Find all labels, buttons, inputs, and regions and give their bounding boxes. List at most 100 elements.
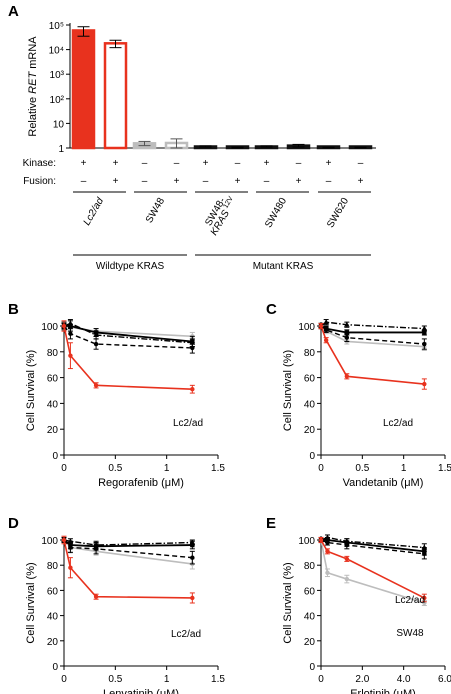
x-tick-label: 4.0 — [397, 674, 411, 685]
series-line-red — [63, 539, 193, 599]
x-tick-label: 1.5 — [211, 463, 225, 474]
y-tick-label: 0 — [52, 662, 58, 673]
y-tick-label: 60 — [304, 586, 316, 597]
panel-e-line-chart: 0 20 40 60 80 100 0 2.0 4.0 6.0 Erlotinib (μM) Cell… — [282, 534, 451, 694]
panel-a-kinase-sign: – — [296, 158, 302, 169]
data-point — [344, 538, 350, 544]
y-tick-label: 60 — [47, 374, 59, 385]
panel-a-fusion-sign: – — [81, 176, 87, 187]
data-point — [324, 534, 331, 540]
data-point — [93, 383, 99, 388]
data-point — [93, 594, 99, 599]
x-tick-label: 1.5 — [438, 463, 451, 474]
series-line-gray — [320, 325, 425, 348]
data-point — [344, 374, 350, 379]
panel-a-bar-chart: 1 10 10² 10³ 10⁴ 10⁵ Relative RET mRNA + – + + – – – +… — [23, 21, 376, 272]
x-tick-label: 1 — [401, 463, 407, 474]
data-point — [93, 332, 99, 338]
panel-b-line-chart: 0 20 40 60 80 100 0 0.5 1 1.5 Regorafenib (μM) Cell… — [25, 319, 225, 489]
panel-a-y-tick-label: 10 — [53, 119, 65, 130]
panel-a-y-axis-title-part: Relative — [27, 94, 39, 137]
panel-a-kinase-sign: + — [203, 158, 209, 169]
y-tick-label: 40 — [47, 612, 59, 623]
data-point — [344, 321, 350, 327]
data-point — [189, 539, 196, 545]
y-tick-label: 0 — [309, 451, 315, 462]
x-tick-label: 0 — [61, 674, 67, 685]
data-point — [421, 544, 428, 550]
y-tick-label: 80 — [47, 561, 59, 572]
series-line-dashdot — [63, 322, 193, 344]
x-tick-label: 0.5 — [355, 463, 369, 474]
panel-a-fusion-sign: – — [142, 176, 148, 187]
panel-a-group-label-mutant: Mutant KRAS — [253, 261, 314, 272]
data-point — [344, 330, 350, 335]
panel-a-kinase-sign: – — [174, 158, 180, 169]
panel-a-cell-line-label: Lc2/ad — [82, 196, 107, 228]
panel-a-cell-line-name: SW480 — [263, 196, 289, 230]
y-axis-title: Cell Survival (%) — [282, 350, 294, 431]
panel-a-kinase-label: Kinase: — [23, 158, 56, 169]
series-line-red — [320, 325, 425, 385]
panel-a-cell-line-name: SW620 — [325, 196, 351, 230]
panel-a-y-tick-label: 10² — [50, 95, 65, 106]
panel-a-bar — [103, 42, 128, 150]
series-label: Lc2/ad — [395, 595, 425, 606]
y-tick-label: 20 — [304, 637, 316, 648]
data-point — [422, 381, 427, 387]
y-tick-label: 100 — [41, 536, 58, 547]
y-tick-label: 100 — [298, 536, 315, 547]
x-tick-label: 2.0 — [355, 674, 369, 685]
panel-a-fusion-sign: + — [235, 176, 241, 187]
data-point — [422, 551, 427, 557]
panel-a-kinase-sign: – — [235, 158, 241, 169]
y-axis-title: Cell Survival (%) — [25, 562, 37, 643]
y-tick-label: 100 — [298, 322, 315, 333]
data-point — [61, 537, 67, 543]
series-line-solid — [63, 539, 193, 548]
panel-a-fusion-sign: + — [174, 176, 180, 187]
data-point — [93, 542, 99, 548]
data-point — [344, 576, 350, 582]
panel-a-fusion-sign: + — [296, 176, 302, 187]
series-line-solid — [321, 539, 425, 553]
panel-letter-a: A — [8, 3, 19, 20]
y-axis-title: Cell Survival (%) — [282, 562, 294, 643]
data-point — [190, 555, 195, 560]
data-point — [190, 595, 195, 601]
data-point — [325, 570, 330, 575]
data-point — [325, 540, 330, 545]
data-point — [190, 387, 195, 392]
data-point — [68, 353, 73, 358]
panel-a-kinase-sign: + — [113, 158, 119, 169]
panel-a-fusion-sign: + — [358, 176, 364, 187]
y-tick-label: 20 — [304, 425, 316, 436]
y-tick-label: 0 — [52, 451, 58, 462]
panel-a-y-axis-title: Relative RET mRNA — [27, 36, 39, 137]
panel-a-y-tick-label: 10³ — [50, 70, 65, 81]
series-line-dashdot — [63, 539, 193, 546]
data-point — [68, 565, 73, 570]
x-tick-label: 0.5 — [108, 463, 122, 474]
data-point — [323, 319, 329, 325]
panel-a-fusion-sign: – — [203, 176, 209, 187]
x-axis-title: Regorafenib (μM) — [98, 477, 184, 489]
series-label: SW48 — [396, 628, 424, 639]
panel-a-fusion-label: Fusion: — [23, 176, 56, 187]
panel-a-y-axis-title-part: mRNA — [27, 36, 39, 72]
panel-a-group-label-wildtype: Wildtype KRAS — [96, 261, 165, 272]
panel-a-y-tick-label: 10⁵ — [49, 21, 64, 32]
series-line-red — [63, 325, 193, 391]
y-tick-label: 80 — [304, 561, 316, 572]
data-point — [318, 323, 324, 329]
panel-a-cell-line-name: SW48 — [144, 196, 167, 225]
data-point — [68, 331, 73, 336]
x-axis-title: Erlotinib (μM) — [350, 688, 416, 694]
data-point — [67, 538, 74, 544]
panel-a-kinase-sign: – — [142, 158, 148, 169]
panel-d-line-chart: 0 20 40 60 80 100 0 0.5 1 1.5 Lenvatinib (μM) Cell … — [25, 535, 225, 694]
x-tick-label: 0 — [61, 463, 67, 474]
y-tick-label: 60 — [47, 586, 59, 597]
panel-a-y-axis-title-part: RET — [27, 71, 39, 94]
series-line-dashed — [320, 539, 425, 555]
